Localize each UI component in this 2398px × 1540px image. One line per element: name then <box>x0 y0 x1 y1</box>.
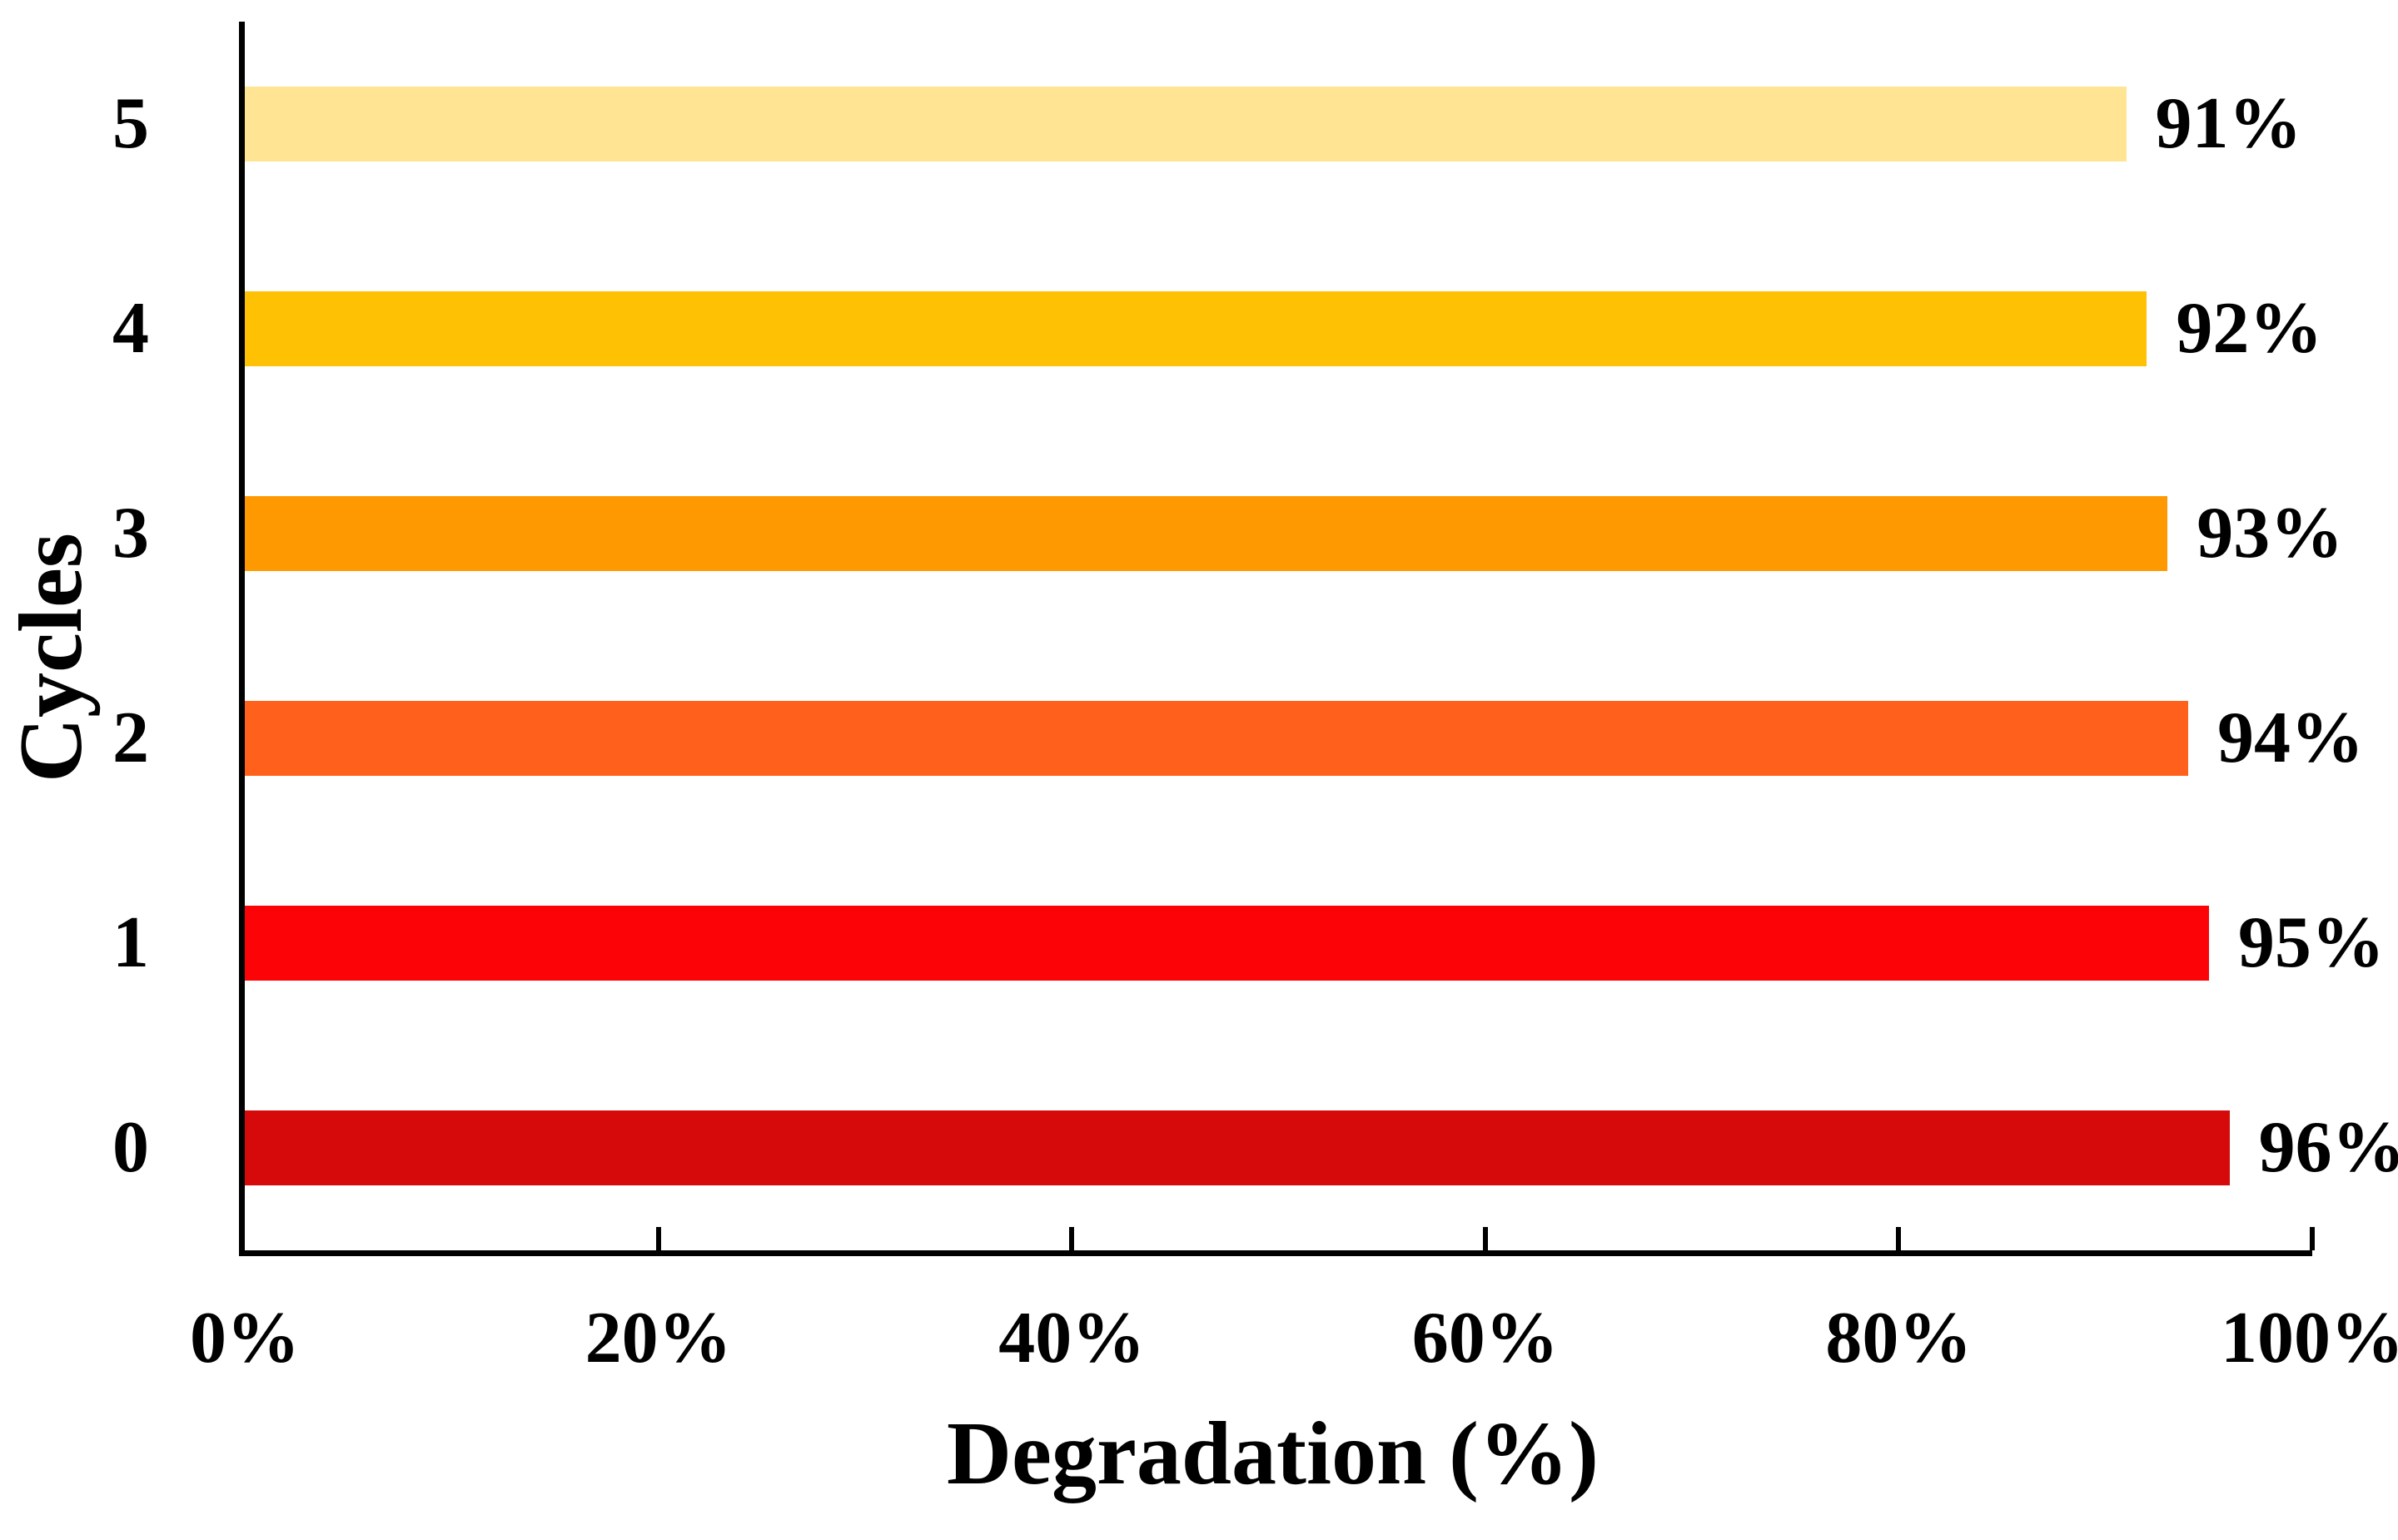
x-axis-title: Degradation (%) <box>947 1404 1599 1503</box>
bar-row-cycle-4: 92% 4 <box>112 226 2322 431</box>
x-axis-tick-label: 60% <box>1411 1298 1559 1379</box>
plot-area: 91% 5 92% 4 93% 3 94% 2 95% 1 96% 0 0% 20% 40% 60% 80% 10… <box>112 22 2398 1379</box>
bar-cycle-0 <box>245 1110 2230 1185</box>
x-axis-tick-label: 100% <box>2221 1298 2398 1379</box>
bar-cycle-4 <box>245 291 2147 366</box>
bar-value-label: 95% <box>2237 902 2385 983</box>
x-axis-tick-label: 40% <box>998 1298 1146 1379</box>
bar-cycle-1 <box>245 906 2209 981</box>
bar-value-label: 93% <box>2197 493 2344 574</box>
bar-row-cycle-2: 94% 2 <box>112 636 2364 841</box>
x-axis-tick-label: 80% <box>1825 1298 1973 1379</box>
category-label: 5 <box>112 83 149 164</box>
bar-cycle-3 <box>245 496 2168 571</box>
bar-row-cycle-5: 91% 5 <box>112 22 2312 226</box>
x-axis-tick-label: 0% <box>190 1298 300 1379</box>
bar-value-label: 94% <box>2217 698 2365 778</box>
x-axis-tick <box>1482 1227 1488 1250</box>
category-label: 1 <box>112 902 149 983</box>
category-label: 3 <box>112 493 149 574</box>
bar-value-label: 96% <box>2258 1107 2398 1188</box>
bar-value-label: 92% <box>2176 288 2323 369</box>
x-axis-tick-label: 20% <box>585 1298 732 1379</box>
bar-cycle-5 <box>245 87 2127 161</box>
bar-row-cycle-0: 96% 0 <box>112 1046 2398 1250</box>
x-axis-tick <box>1896 1227 1902 1250</box>
category-label: 2 <box>112 698 149 778</box>
bar-value-label: 91% <box>2155 83 2302 164</box>
y-axis-title: Cycles <box>2 533 101 782</box>
bar-row-cycle-1: 95% 1 <box>112 841 2385 1046</box>
category-label: 0 <box>112 1107 149 1188</box>
x-axis-tick <box>655 1227 661 1250</box>
category-label: 4 <box>112 288 149 369</box>
x-axis-tick <box>2310 1227 2315 1250</box>
bar-cycle-2 <box>245 701 2189 776</box>
bar-row-cycle-3: 93% 3 <box>112 431 2343 636</box>
x-axis-tick <box>1069 1227 1075 1250</box>
